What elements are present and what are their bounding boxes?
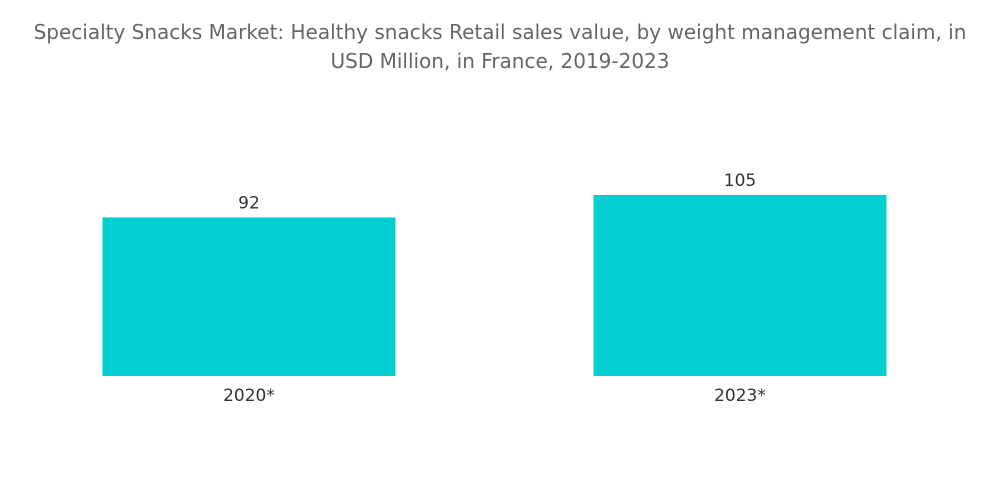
bar-2020 [102, 217, 396, 376]
chart-title-line-1: Specialty Snacks Market: Healthy snacks … [33, 20, 967, 44]
x-tick-label: 2023* [714, 386, 766, 406]
bar-2023 [593, 195, 887, 376]
chart-title: Specialty Snacks Market: Healthy snacks … [0, 18, 1000, 76]
x-tick-label: 2020* [223, 386, 275, 406]
bar-value-label: 92 [238, 193, 260, 213]
bar-value-label: 105 [724, 171, 756, 191]
chart-title-line-2: USD Million, in France, 2019-2023 [330, 49, 670, 73]
